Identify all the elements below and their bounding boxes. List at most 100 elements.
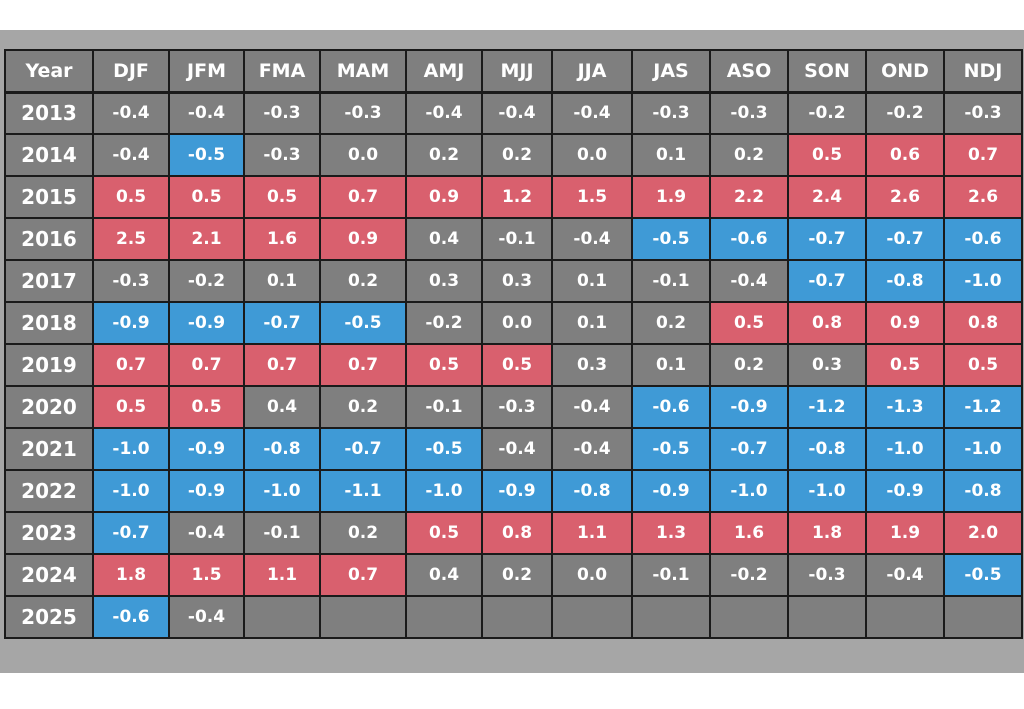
value-cell: -0.9 [709, 385, 789, 429]
value-cell: -0.2 [405, 301, 483, 345]
value-cell: -0.4 [551, 427, 633, 471]
value-cell: 2.5 [92, 217, 170, 261]
value-cell: 2.0 [943, 511, 1023, 555]
value-cell: -0.8 [865, 259, 945, 303]
value-cell: 0.2 [709, 133, 789, 177]
table-row: 2017 -0.3 -0.2 0.1 0.2 0.3 0.3 0.1 -0.1 -0.4 -0.7-… [4, 259, 1023, 303]
value-cell: 0.8 [943, 301, 1023, 345]
empty-cell [631, 595, 711, 639]
value-cell: 1.8 [787, 511, 867, 555]
value-cell: 1.6 [709, 511, 789, 555]
empty-cell [709, 595, 789, 639]
value-cell: 2.6 [943, 175, 1023, 219]
value-cell: 1.1 [551, 511, 633, 555]
value-cell: -0.2 [709, 553, 789, 597]
value-cell: 0.5 [709, 301, 789, 345]
header-jja: JJA [551, 49, 633, 94]
value-cell: 0.5 [168, 175, 245, 219]
header-mam: MAM [319, 49, 407, 94]
value-cell: 0.5 [943, 343, 1023, 387]
value-cell: 0.4 [405, 553, 483, 597]
value-cell: 1.3 [631, 511, 711, 555]
year-cell: 2017 [4, 259, 94, 303]
value-cell: -0.3 [319, 91, 407, 135]
value-cell: -0.7 [787, 217, 867, 261]
value-cell: -0.3 [709, 91, 789, 135]
value-cell: -0.2 [787, 91, 867, 135]
value-cell: -1.0 [243, 469, 321, 513]
value-cell: -0.9 [865, 469, 945, 513]
value-cell: 0.7 [168, 343, 245, 387]
value-cell: -0.6 [631, 385, 711, 429]
value-cell: -0.6 [943, 217, 1023, 261]
value-cell: -0.8 [551, 469, 633, 513]
value-cell: 0.4 [405, 217, 483, 261]
value-cell: -0.9 [168, 301, 245, 345]
value-cell: 0.5 [92, 175, 170, 219]
empty-cell [243, 595, 321, 639]
year-cell: 2015 [4, 175, 94, 219]
value-cell: -0.4 [551, 217, 633, 261]
value-cell: 0.2 [319, 511, 407, 555]
year-cell: 2019 [4, 343, 94, 387]
value-cell: -0.7 [92, 511, 170, 555]
header-ond: OND [865, 49, 945, 94]
year-cell: 2018 [4, 301, 94, 345]
table-row: 2013 -0.4 -0.4 -0.3 -0.3 -0.4 -0.4 -0.4 -0.3 -0.3… [4, 91, 1023, 135]
value-cell: -0.3 [243, 133, 321, 177]
empty-cell [319, 595, 407, 639]
table-row: 2023 -0.7 -0.4 -0.1 0.2 0.5 0.8 1.1 1.3 1.6 1.8 1.9… [4, 511, 1023, 555]
value-cell: 0.9 [405, 175, 483, 219]
value-cell: -0.7 [865, 217, 945, 261]
value-cell: -0.3 [92, 259, 170, 303]
value-cell: -0.4 [168, 595, 245, 639]
value-cell: 0.5 [92, 385, 170, 429]
value-cell: -0.6 [92, 595, 170, 639]
oni-table: Year DJF JFM FMA MAM AMJ MJJ JJA JAS ASO SON OND NDJ… [4, 49, 1023, 639]
value-cell: -0.3 [631, 91, 711, 135]
year-cell: 2021 [4, 427, 94, 471]
value-cell: 0.7 [243, 343, 321, 387]
value-cell: 0.7 [943, 133, 1023, 177]
value-cell: -0.5 [405, 427, 483, 471]
year-cell: 2024 [4, 553, 94, 597]
value-cell: 1.5 [168, 553, 245, 597]
value-cell: 0.6 [865, 133, 945, 177]
header-row: Year DJF JFM FMA MAM AMJ MJJ JJA JAS ASO SON OND NDJ [4, 49, 1023, 94]
value-cell: 0.1 [551, 301, 633, 345]
empty-cell [405, 595, 483, 639]
year-cell: 2014 [4, 133, 94, 177]
value-cell: 0.3 [405, 259, 483, 303]
header-djf: DJF [92, 49, 170, 94]
value-cell: 0.5 [243, 175, 321, 219]
value-cell: -0.6 [709, 217, 789, 261]
value-cell: 0.3 [481, 259, 553, 303]
value-cell: -0.1 [481, 217, 553, 261]
value-cell: 2.4 [787, 175, 867, 219]
value-cell: 0.1 [631, 343, 711, 387]
value-cell: -0.4 [865, 553, 945, 597]
empty-cell [865, 595, 945, 639]
value-cell: -0.5 [631, 217, 711, 261]
value-cell: -0.4 [551, 91, 633, 135]
value-cell: 2.1 [168, 217, 245, 261]
table-row: 2025 -0.6 -0.4 [4, 595, 1023, 639]
value-cell: 0.2 [481, 133, 553, 177]
value-cell: -0.9 [92, 301, 170, 345]
header-aso: ASO [709, 49, 789, 94]
value-cell: 0.2 [481, 553, 553, 597]
value-cell: 0.7 [319, 175, 407, 219]
empty-cell [551, 595, 633, 639]
value-cell: 1.9 [631, 175, 711, 219]
value-cell: 0.0 [551, 553, 633, 597]
value-cell: -1.1 [319, 469, 407, 513]
empty-cell [787, 595, 867, 639]
value-cell: -0.2 [865, 91, 945, 135]
value-cell: -1.0 [787, 469, 867, 513]
header-son: SON [787, 49, 867, 94]
value-cell: -0.9 [168, 469, 245, 513]
value-cell: -0.2 [168, 259, 245, 303]
header-mjj: MJJ [481, 49, 553, 94]
value-cell: -0.4 [405, 91, 483, 135]
value-cell: 1.5 [551, 175, 633, 219]
